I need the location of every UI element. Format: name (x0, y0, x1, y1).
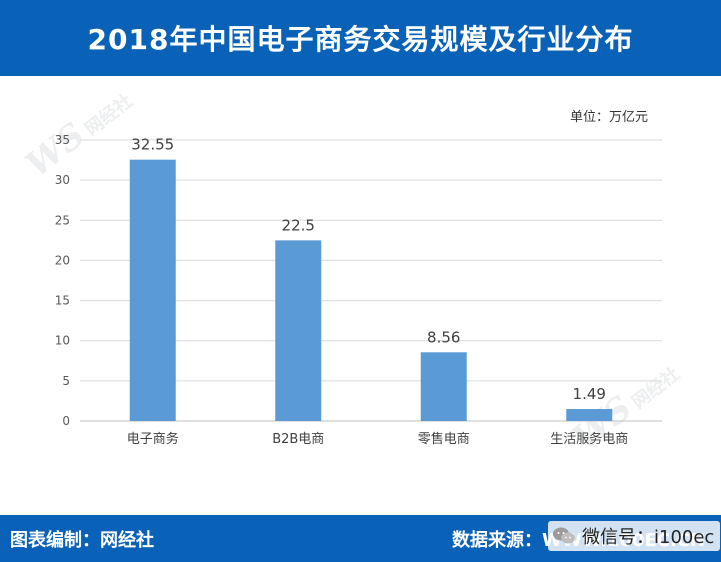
data-label: 32.55 (131, 136, 174, 154)
y-tick-label: 10 (55, 334, 70, 348)
x-tick-label: 生活服务电商 (550, 431, 628, 447)
bar (129, 159, 176, 422)
footer-credit: 图表编制：网经社 (10, 530, 154, 551)
data-label: 1.49 (573, 385, 606, 403)
y-tick-label: 30 (55, 173, 70, 187)
bar (566, 409, 613, 421)
y-tick-label: 35 (55, 133, 70, 147)
x-tick-label: 零售电商 (418, 431, 470, 447)
unit-label: 单位：万亿元 (570, 110, 649, 125)
wechat-icon (553, 527, 575, 544)
bar (275, 240, 322, 421)
data-label: 8.56 (427, 328, 460, 346)
x-tick-label: 电子商务 (127, 431, 179, 447)
y-tick-label: 0 (62, 414, 70, 428)
data-label: 22.5 (282, 216, 315, 234)
wechat-id: 微信号：i100ec (582, 527, 715, 548)
y-tick-label: 15 (55, 294, 70, 308)
y-tick-label: 5 (62, 374, 70, 388)
footer-banner: 图表编制：网经社 数据来源：WWW.100EC.CN 微信号：i100ec (0, 515, 721, 562)
title-banner: 2018年中国电子商务交易规模及行业分布 (0, 0, 721, 76)
y-tick-label: 20 (55, 253, 70, 267)
page-title: 2018年中国电子商务交易规模及行业分布 (87, 23, 634, 56)
wechat-badge: 微信号：i100ec (548, 521, 721, 551)
y-tick-label: 25 (55, 213, 70, 227)
x-tick-label: B2B电商 (272, 432, 324, 447)
bar-chart: 0 5 10 15 20 25 30 35 32.55 电子商务 22.5 B2B电商 8.56 零售电商… (55, 133, 662, 447)
bar (420, 352, 467, 421)
